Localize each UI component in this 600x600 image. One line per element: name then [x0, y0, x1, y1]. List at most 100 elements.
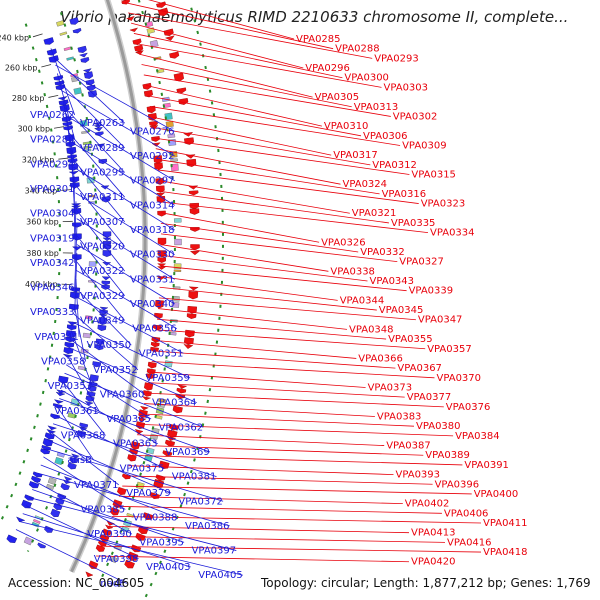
forward-gene-label[interactable]: VPA0285 — [296, 34, 341, 45]
forward-gene-label[interactable]: VPA0416 — [447, 537, 492, 548]
forward-gene-label[interactable]: VPA0384 — [455, 431, 500, 442]
reverse-gene-label[interactable]: VPA0352 — [93, 365, 138, 376]
reverse-gene-label[interactable]: VPA0356 — [132, 324, 177, 335]
forward-gene-label[interactable]: VPA0334 — [430, 228, 475, 239]
forward-gene-label[interactable]: VPA0393 — [396, 470, 441, 481]
forward-gene-label[interactable]: VPA0327 — [399, 257, 444, 268]
forward-gene-label[interactable]: VPA0306 — [363, 131, 408, 142]
forward-gene-label[interactable]: VPA0339 — [409, 286, 454, 297]
reverse-gene-label[interactable]: VPA0369 — [165, 447, 210, 458]
reverse-gene-label[interactable]: VPA0346 — [30, 283, 75, 294]
forward-gene-label[interactable]: VPA0313 — [354, 102, 399, 113]
reverse-gene-label[interactable]: VPA0351 — [139, 348, 184, 359]
forward-gene-label[interactable]: VPA0321 — [352, 208, 397, 219]
forward-gene-label[interactable]: VPA0305 — [315, 92, 360, 103]
reverse-gene-label[interactable]: VPA0388 — [133, 513, 178, 524]
reverse-gene-label[interactable]: VPA0262 — [30, 110, 75, 121]
forward-gene-label[interactable]: VPA0413 — [411, 528, 456, 539]
reverse-gene-label[interactable]: VPA0375 — [120, 463, 165, 474]
reverse-gene-label[interactable]: VPA0330 — [130, 250, 175, 261]
reverse-gene-label[interactable]: VPA0314 — [130, 200, 175, 211]
reverse-gene-label[interactable]: VPA0360 — [100, 389, 145, 400]
reverse-gene-label[interactable]: VPA0379 — [126, 488, 171, 499]
reverse-gene-label[interactable]: VPA0350 — [87, 340, 132, 351]
forward-gene-label[interactable]: VPA0309 — [402, 140, 447, 151]
reverse-gene-label[interactable]: VPA0363 — [113, 439, 158, 450]
forward-gene-label[interactable]: VPA0406 — [444, 508, 489, 519]
reverse-gene-label[interactable]: ansB — [67, 455, 92, 466]
reverse-gene-label[interactable]: VPA0322 — [80, 266, 125, 277]
forward-gene-label[interactable]: VPA0373 — [368, 382, 413, 393]
forward-gene-label[interactable]: VPA0293 — [374, 53, 419, 64]
forward-gene-label[interactable]: VPA0348 — [349, 324, 394, 335]
reverse-gene-label[interactable]: VPA0276 — [130, 126, 175, 137]
reverse-gene-label[interactable]: VPA0284 — [30, 135, 75, 146]
forward-gene-label[interactable]: VPA0338 — [330, 266, 375, 277]
forward-gene-label[interactable]: VPA0376 — [446, 402, 491, 413]
reverse-gene-label[interactable]: VPA0359 — [145, 373, 190, 384]
reverse-gene-label[interactable]: VPA0368 — [61, 431, 106, 442]
reverse-gene-label[interactable]: VPA0353 — [48, 381, 93, 392]
forward-gene-label[interactable]: VPA0315 — [411, 170, 456, 181]
reverse-gene-label[interactable]: VPA0385 — [81, 504, 126, 515]
reverse-gene-label[interactable]: VPA0395 — [139, 537, 184, 548]
reverse-gene-label[interactable]: VPA0398 — [94, 554, 139, 565]
forward-gene-label[interactable]: VPA0420 — [411, 557, 456, 568]
reverse-gene-label[interactable]: VPA0333 — [30, 307, 75, 318]
forward-gene-label[interactable]: VPA0355 — [388, 334, 433, 345]
reverse-gene-label[interactable]: VPA0294 — [30, 159, 75, 170]
forward-gene-label[interactable]: VPA0326 — [321, 237, 366, 248]
forward-gene-label[interactable]: VPA0300 — [344, 73, 389, 84]
forward-gene-label[interactable]: VPA0380 — [416, 421, 461, 432]
forward-gene-label[interactable]: VPA0391 — [464, 460, 509, 471]
forward-gene-label[interactable]: VPA0324 — [343, 179, 388, 190]
reverse-gene-label[interactable]: VPA0301 — [30, 184, 75, 195]
reverse-gene-label[interactable]: VPA0386 — [185, 521, 230, 532]
forward-gene-label[interactable]: VPA0335 — [391, 218, 436, 229]
forward-gene-label[interactable]: VPA0323 — [421, 199, 466, 210]
forward-gene-label[interactable]: VPA0332 — [360, 247, 405, 258]
reverse-gene-label[interactable]: VPA0319 — [30, 233, 75, 244]
forward-gene-label[interactable]: VPA0345 — [379, 305, 424, 316]
reverse-gene-label[interactable]: VPA0381 — [172, 472, 217, 483]
reverse-gene-label[interactable]: VPA0331 — [130, 274, 175, 285]
reverse-gene-label[interactable]: VPA0365 — [106, 414, 151, 425]
reverse-gene-label[interactable]: VPA0307 — [80, 217, 125, 228]
forward-gene-label[interactable]: VPA0377 — [407, 392, 452, 403]
reverse-gene-label[interactable]: VPA0311 — [80, 192, 125, 203]
reverse-gene-label[interactable]: VPA0297 — [130, 176, 175, 187]
reverse-gene-label[interactable]: VPA0397 — [192, 546, 237, 557]
forward-gene-label[interactable]: VPA0302 — [393, 111, 438, 122]
reverse-gene-label[interactable]: VPA0349 — [80, 315, 125, 326]
forward-gene-label[interactable]: VPA0367 — [397, 363, 442, 374]
forward-gene-label[interactable]: VPA0387 — [386, 441, 431, 452]
reverse-gene-label[interactable]: VPA0361 — [54, 406, 99, 417]
forward-gene-label[interactable]: VPA0411 — [483, 518, 528, 529]
reverse-gene-label[interactable]: nadE — [100, 578, 125, 589]
forward-gene-label[interactable]: VPA0366 — [358, 353, 403, 364]
forward-gene-label[interactable]: VPA0288 — [335, 44, 380, 55]
reverse-gene-label[interactable]: VPA0342 — [30, 258, 75, 269]
reverse-gene-label[interactable]: VPA0371 — [74, 480, 119, 491]
reverse-gene-label[interactable]: VPA0372 — [178, 496, 223, 507]
reverse-gene-label[interactable]: VPA0403 — [146, 562, 191, 573]
reverse-gene-label[interactable]: VPA0405 — [198, 570, 243, 581]
forward-gene-label[interactable]: VPA0312 — [372, 160, 417, 171]
reverse-gene-label[interactable]: VPA0292 — [130, 151, 175, 162]
reverse-gene-label[interactable]: VPA0364 — [152, 398, 197, 409]
forward-gene-label[interactable]: VPA0316 — [382, 189, 427, 200]
reverse-gene-label[interactable]: VPA0295 — [80, 168, 125, 179]
forward-gene-label[interactable]: VPA0370 — [437, 373, 482, 384]
forward-gene-label[interactable]: VPA0418 — [483, 547, 528, 558]
reverse-gene-label[interactable]: VPA0358 — [41, 357, 86, 368]
reverse-gene-label[interactable]: VPA0320 — [80, 241, 125, 252]
forward-gene-label[interactable]: VPA0344 — [340, 295, 385, 306]
forward-gene-label[interactable]: VPA0317 — [333, 150, 378, 161]
reverse-gene-label[interactable]: VPA0341 — [34, 332, 79, 343]
forward-gene-label[interactable]: VPA0343 — [370, 276, 415, 287]
forward-gene-label[interactable]: VPA0303 — [384, 82, 429, 93]
reverse-gene-label[interactable]: VPA0263 — [80, 118, 125, 129]
forward-gene-label[interactable]: VPA0402 — [405, 499, 450, 510]
forward-gene-label[interactable]: VPA0357 — [427, 344, 472, 355]
